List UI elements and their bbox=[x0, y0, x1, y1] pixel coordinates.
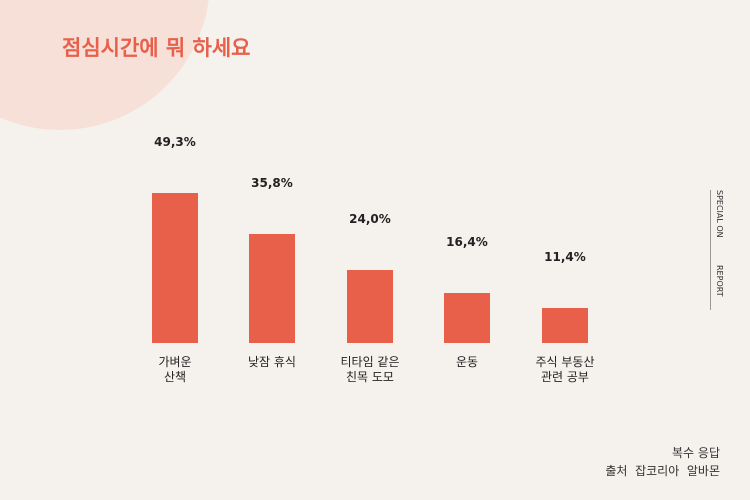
x-tick-label: 가벼운 산책 bbox=[158, 355, 192, 384]
note: 복수 응답 bbox=[672, 446, 720, 460]
bar bbox=[152, 193, 198, 343]
side-label: REPORT bbox=[715, 265, 724, 297]
bar bbox=[542, 308, 588, 343]
decor-circle bbox=[0, 0, 210, 130]
chart-title: 점심시간에 뭐 하세요 bbox=[62, 36, 251, 60]
value-label: 35,8% bbox=[251, 176, 293, 191]
side-rule: SPECIAL ON REPORT bbox=[710, 190, 731, 310]
value-label: 24,0% bbox=[349, 211, 391, 226]
value-label: 16,4% bbox=[446, 235, 488, 250]
bar bbox=[444, 293, 490, 343]
value-label: 49,3% bbox=[154, 135, 196, 149]
bar bbox=[347, 269, 393, 343]
bar bbox=[249, 234, 295, 343]
x-tick-label: 낮잠 휴식 bbox=[248, 355, 296, 369]
source: 출처 잡코리아 알바몬 bbox=[605, 464, 720, 478]
value-label: 11,4% bbox=[544, 250, 586, 265]
side-label: SPECIAL ON bbox=[715, 190, 724, 238]
x-tick-label: 주식 부동산 관련 공부 bbox=[535, 355, 595, 384]
x-tick-label: 운동 bbox=[455, 355, 479, 369]
x-tick-label: 티타임 같은 친목 도모 bbox=[340, 355, 400, 384]
